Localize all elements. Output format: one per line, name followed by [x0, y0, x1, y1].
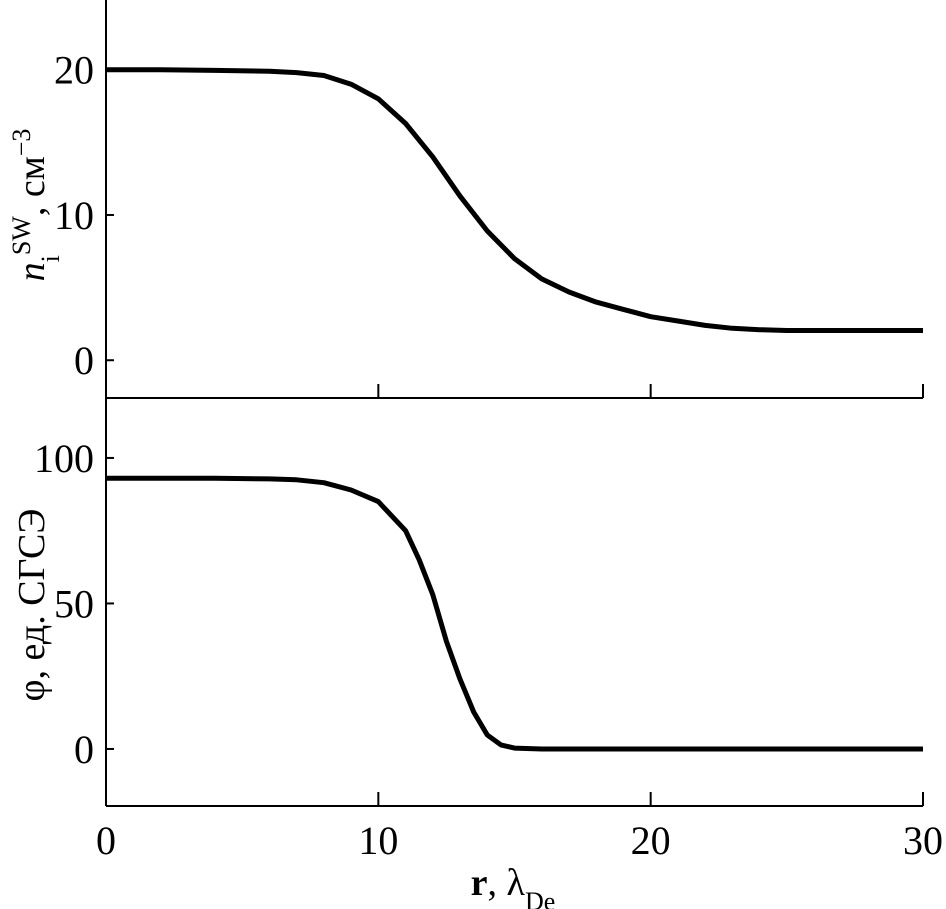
- x-axis-label: r, λDe: [471, 862, 556, 909]
- x-tick-label: 20: [631, 818, 671, 863]
- label-part: i: [36, 255, 65, 262]
- y-tick-label: 50: [54, 581, 94, 626]
- y-tick-label: 0: [74, 338, 94, 383]
- label-part: De: [525, 887, 555, 909]
- label-part: SW: [7, 216, 36, 255]
- y-tick-label: 0: [74, 727, 94, 772]
- y-tick-label: 100: [34, 436, 94, 481]
- data-line: [106, 475, 923, 752]
- y-axis-label: niSW, см−3: [7, 129, 65, 282]
- label-part: , λ: [488, 862, 526, 904]
- label-part: , см: [11, 156, 53, 216]
- y-axis-label: φ, ед. СГСЭ: [11, 509, 53, 702]
- y-tick-label: 10: [54, 193, 94, 238]
- x-tick-label: 0: [96, 818, 116, 863]
- x-tick-label: 30: [903, 818, 943, 863]
- label-part: −3: [7, 129, 36, 157]
- label-part: n: [11, 262, 53, 281]
- data-line: [106, 67, 923, 333]
- x-tick-label: 10: [358, 818, 398, 863]
- y-tick-label: 20: [54, 48, 94, 93]
- label-part: r: [471, 862, 488, 904]
